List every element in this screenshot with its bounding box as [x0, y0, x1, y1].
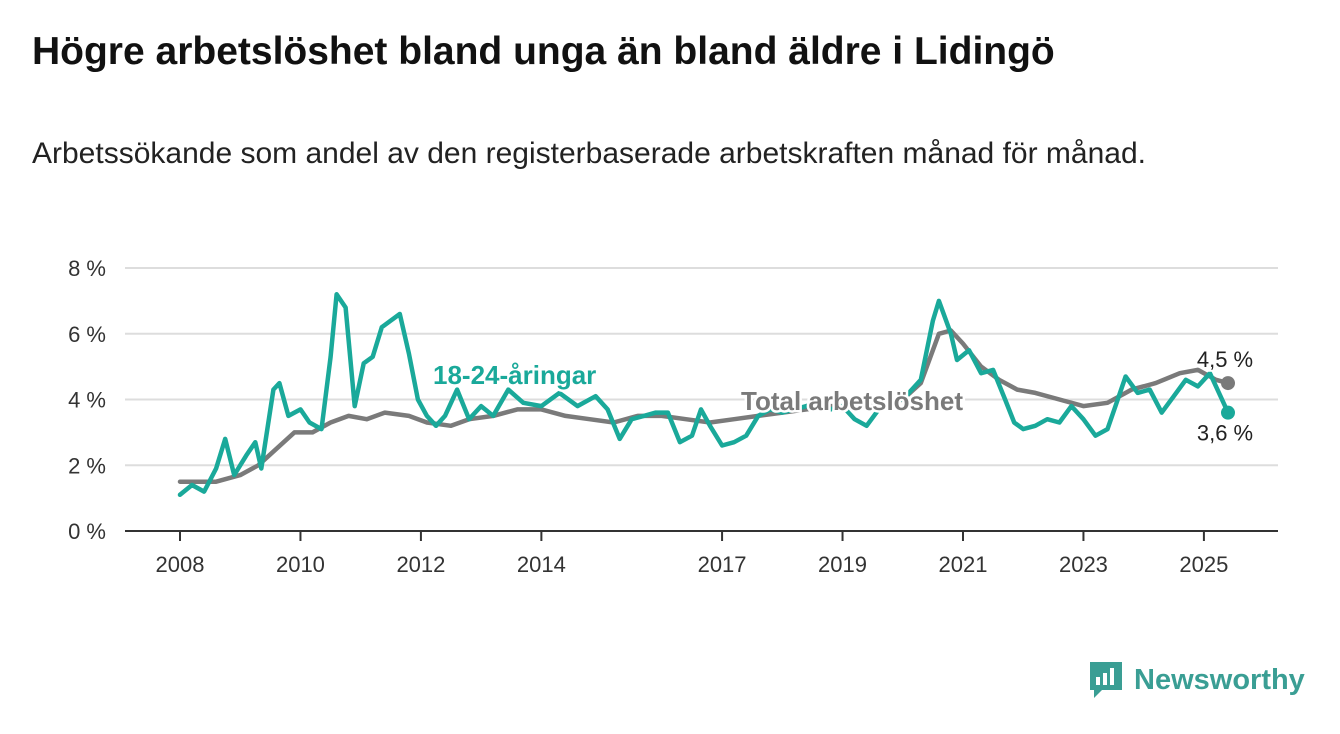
x-tick-label: 2021	[939, 552, 988, 577]
series-lines	[177, 292, 1235, 498]
y-tick-label: 6 %	[68, 322, 106, 347]
series-label-total: Total arbetslöshet	[741, 386, 963, 416]
brand-logo: Newsworthy	[1088, 660, 1305, 700]
x-tick-label: 2012	[396, 552, 445, 577]
y-tick-label: 8 %	[68, 256, 106, 281]
series-labels: 18-24-åringar Total arbetslöshet 4,5 % 3,6 …	[431, 345, 1256, 448]
x-axis-ticks: 2008 2010 2012 2014 2017 2019 2021 2023 2025	[156, 531, 1228, 577]
end-value-label-young: 3,6 %	[1197, 421, 1253, 446]
end-value-label-total: 4,5 %	[1197, 347, 1253, 372]
x-tick-label: 2017	[698, 552, 747, 577]
line-chart: 0 % 2 % 4 % 6 % 8 % 2008 2010 2012 2014 2017 2019…	[68, 256, 1278, 577]
y-tick-label: 4 %	[68, 388, 106, 413]
newsworthy-logo-icon	[1090, 662, 1122, 698]
series-label-young: 18-24-åringar	[433, 360, 596, 390]
x-tick-label: 2019	[818, 552, 867, 577]
series-end-point	[1221, 376, 1235, 391]
x-tick-label: 2023	[1059, 552, 1108, 577]
brand-name: Newsworthy	[1134, 663, 1305, 696]
x-tick-label: 2014	[517, 552, 566, 577]
y-tick-label: 2 %	[68, 453, 106, 478]
series-end-point	[1221, 405, 1235, 420]
x-tick-label: 2010	[276, 552, 325, 577]
series-line	[177, 292, 1231, 498]
chart-title: Högre arbetslöshet bland unga än bland ä…	[32, 30, 1055, 73]
y-tick-label: 0 %	[68, 519, 106, 544]
x-tick-label: 2008	[156, 552, 205, 577]
y-axis-ticks: 0 % 2 % 4 % 6 % 8 %	[68, 256, 106, 544]
grid-lines	[125, 267, 1278, 532]
chart-subtitle: Arbetssökande som andel av den registerb…	[32, 137, 1146, 170]
x-tick-label: 2025	[1179, 552, 1228, 577]
